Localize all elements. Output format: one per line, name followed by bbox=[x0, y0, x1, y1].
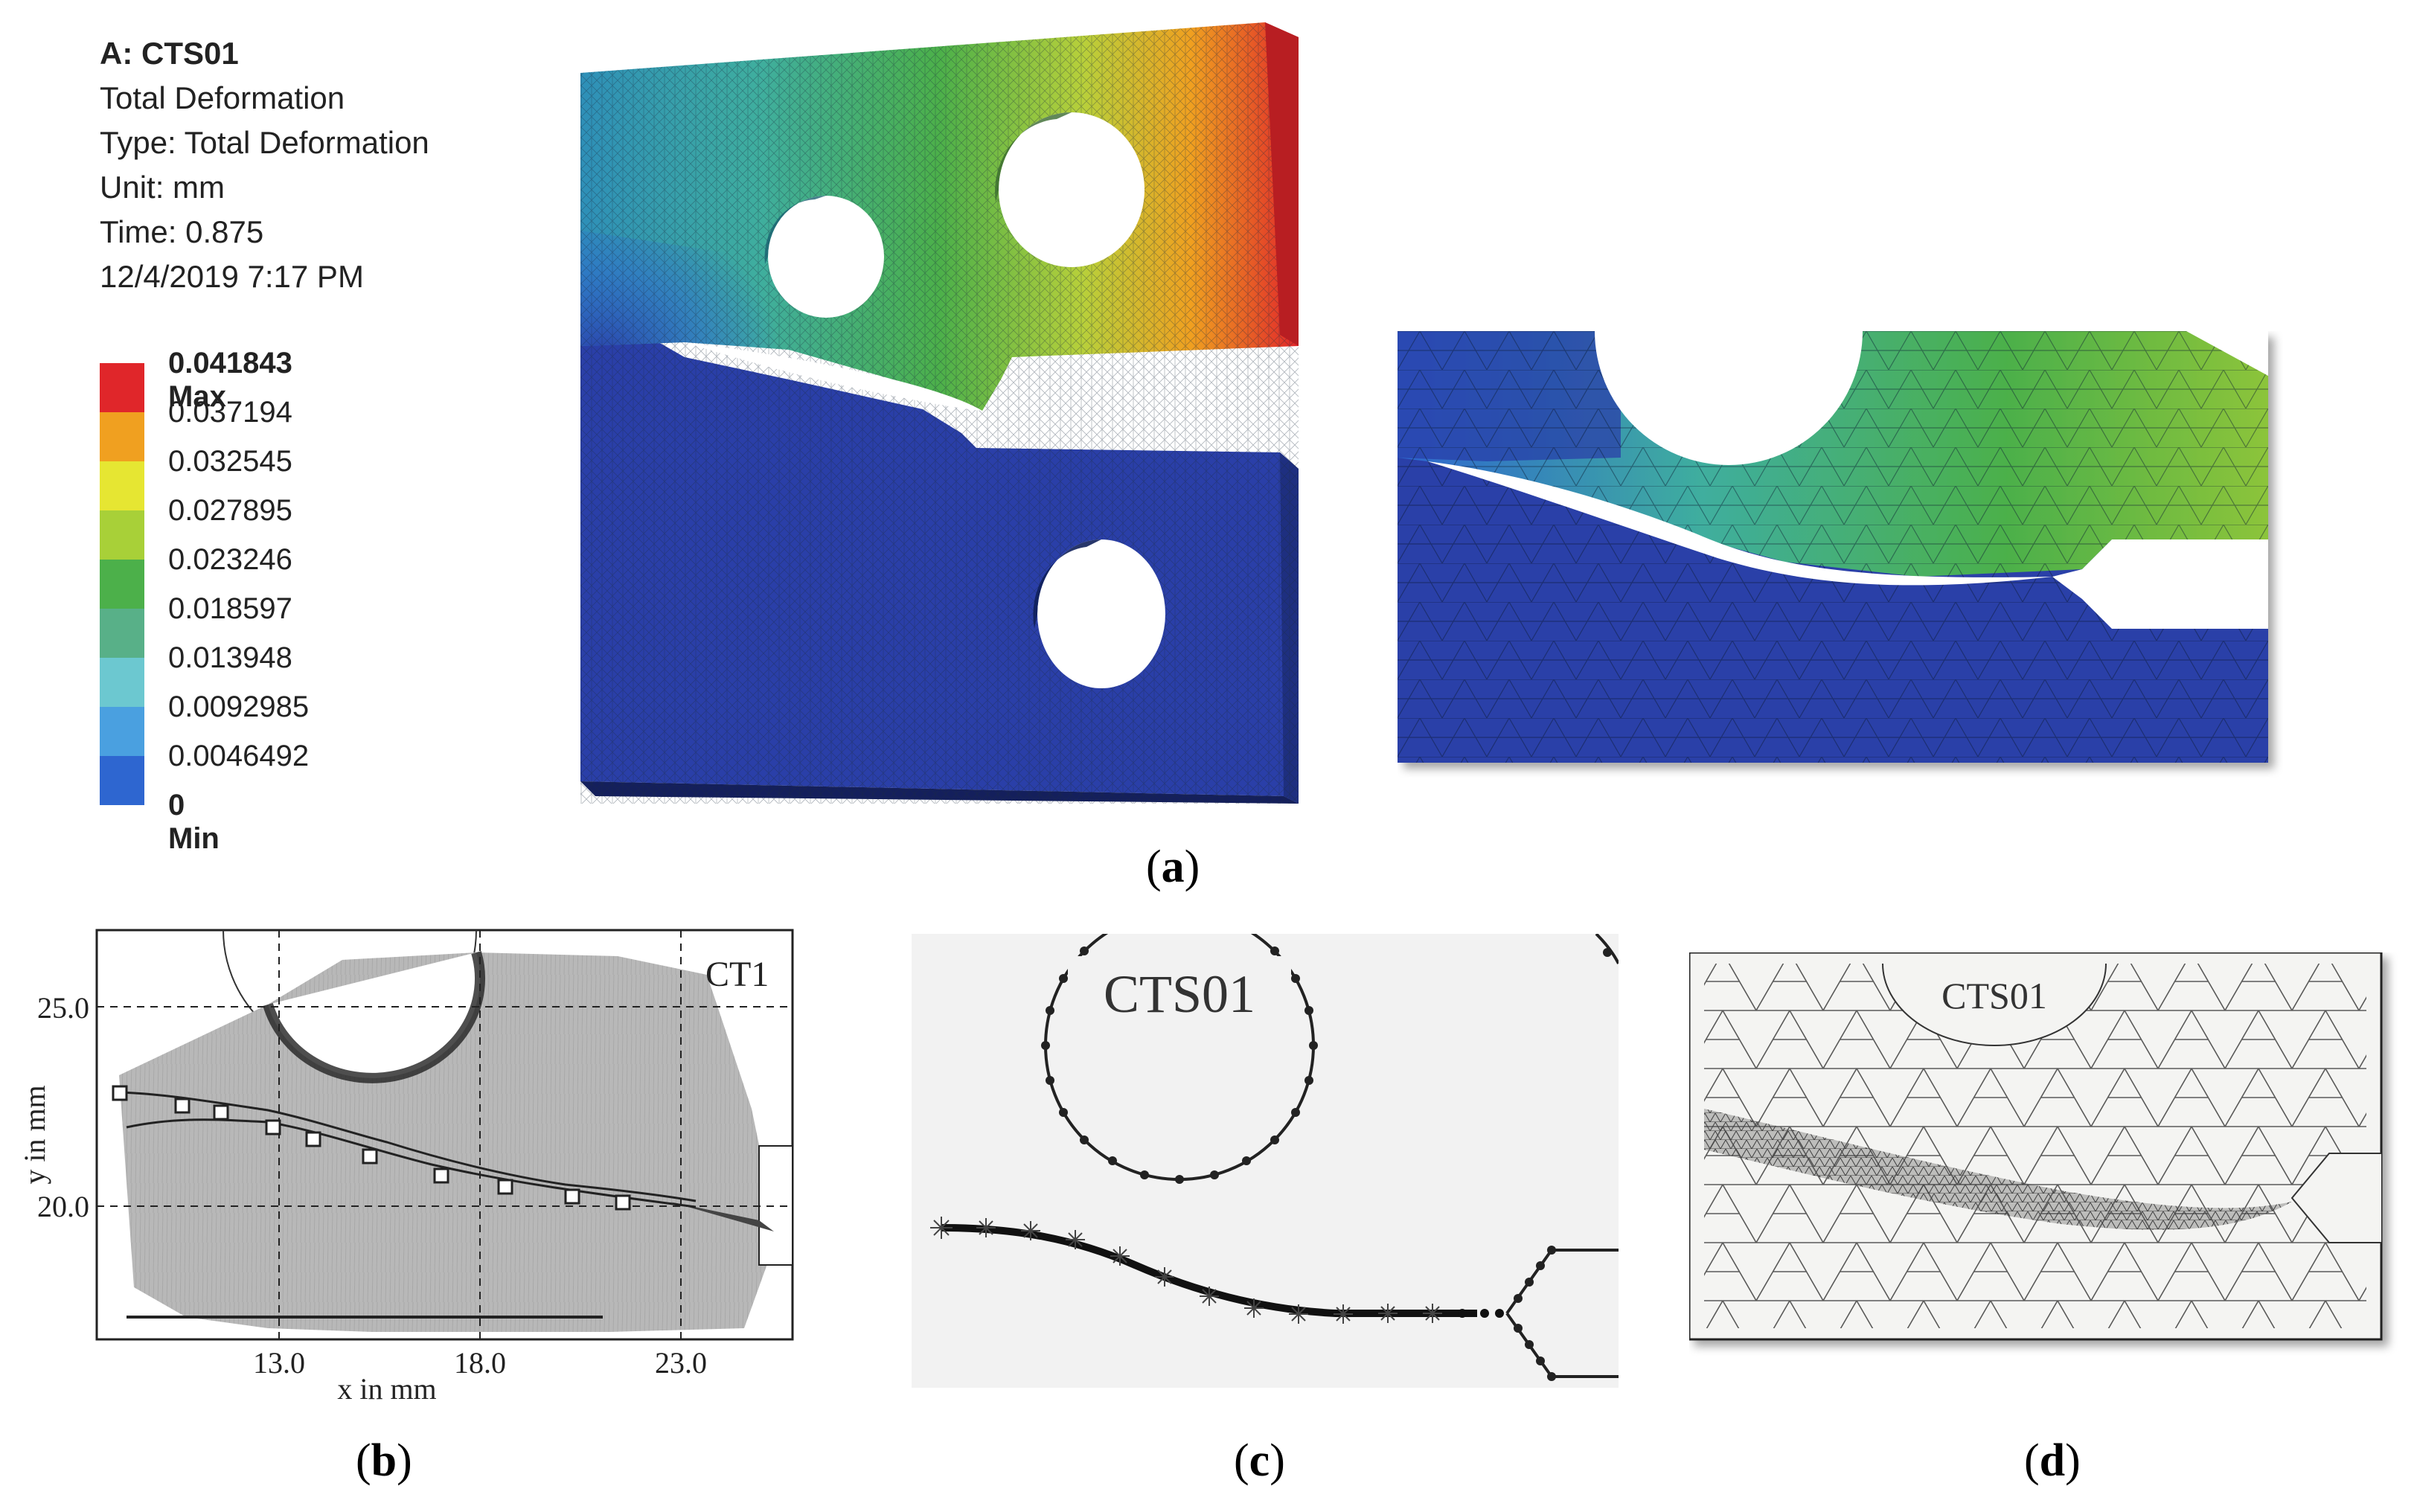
panel-d-mesh: CTS01 bbox=[1689, 952, 2383, 1341]
panel-c-boundary-elements: CTS01 bbox=[912, 934, 1619, 1388]
panel-b-experiment: CT1 25.0 20.0 13.0 18.0 23.0 x in mm y i… bbox=[18, 929, 794, 1406]
crack-zoom-2d bbox=[1398, 331, 2268, 763]
result-unit: Unit: mm bbox=[100, 170, 225, 205]
legend-label: 0.032545 bbox=[168, 445, 292, 478]
hole-cutout bbox=[1883, 964, 2106, 1045]
crack-path bbox=[941, 1224, 1477, 1317]
data-marker bbox=[564, 1188, 580, 1205]
legend-swatch bbox=[100, 609, 144, 658]
caption-a: (a) bbox=[1146, 842, 1200, 892]
caption-c: (c) bbox=[1234, 1435, 1285, 1486]
crack-path bbox=[1427, 461, 2052, 586]
result-name: Total Deformation bbox=[100, 80, 345, 115]
legend-swatch bbox=[100, 363, 144, 412]
deformed-specimen-3d bbox=[580, 22, 1299, 804]
refined-crack-band bbox=[1704, 1109, 2292, 1230]
data-marker bbox=[112, 1085, 128, 1101]
legend-swatches bbox=[100, 363, 144, 805]
result-date: 12/4/2019 7:17 PM bbox=[100, 259, 364, 294]
lower-hole bbox=[1037, 539, 1165, 688]
hole-cutout bbox=[1595, 331, 1863, 465]
caption-b: (b) bbox=[356, 1435, 412, 1486]
x-tick-13: 13.0 bbox=[253, 1346, 305, 1380]
data-marker bbox=[265, 1119, 281, 1135]
legend-label: 0.037194 bbox=[168, 396, 292, 429]
legend-swatch bbox=[100, 756, 144, 805]
result-type: Type: Total Deformation bbox=[100, 125, 429, 160]
data-marker bbox=[305, 1131, 321, 1147]
legend-label: 0.013948 bbox=[168, 641, 292, 674]
legend-label: 0.0046492 bbox=[168, 740, 310, 772]
legend-label: 0.041843 Max bbox=[168, 347, 292, 413]
notch-cutout bbox=[2052, 539, 2268, 629]
y-tick-20: 20.0 bbox=[37, 1190, 89, 1223]
caption-d: (d) bbox=[2024, 1435, 2081, 1486]
data-marker bbox=[213, 1104, 229, 1121]
legend-label: 0.027895 bbox=[168, 494, 292, 527]
crack-nodes bbox=[930, 1217, 1442, 1324]
legend-swatch bbox=[100, 707, 144, 756]
upper-left-hole bbox=[768, 196, 884, 318]
x-axis-label: x in mm bbox=[337, 1372, 436, 1406]
x-tick-18: 18.0 bbox=[454, 1346, 506, 1380]
upper-right-hole bbox=[999, 112, 1145, 267]
marker-group bbox=[112, 1085, 631, 1211]
legend-swatch bbox=[100, 560, 144, 609]
y-tick-25: 25.0 bbox=[37, 991, 89, 1025]
legend-swatch bbox=[100, 510, 144, 560]
simulated-crack-path bbox=[118, 1091, 697, 1202]
legend-swatch bbox=[100, 658, 144, 707]
data-marker bbox=[497, 1179, 513, 1195]
specimen-label: CT1 bbox=[705, 955, 769, 994]
legend-swatch bbox=[100, 412, 144, 461]
data-marker bbox=[174, 1098, 191, 1114]
specimen-label: CTS01 bbox=[1941, 975, 2047, 1016]
notch-cutout bbox=[2292, 1153, 2381, 1243]
system-name: A: CTS01 bbox=[100, 36, 239, 71]
specimen-label: CTS01 bbox=[1104, 964, 1255, 1024]
panel-a: A: CTS01 Total Deformation Type: Total D… bbox=[100, 22, 2268, 892]
legend-label: 0.023246 bbox=[168, 543, 292, 576]
result-time: Time: 0.875 bbox=[100, 214, 264, 249]
data-marker bbox=[362, 1148, 378, 1165]
y-axis-label: y in mm bbox=[18, 1085, 51, 1184]
data-marker bbox=[615, 1194, 631, 1211]
legend-label: 0.018597 bbox=[168, 592, 292, 625]
data-marker bbox=[433, 1167, 449, 1184]
hole-nodes bbox=[1041, 946, 1318, 1184]
legend-label: 0 Min bbox=[168, 789, 220, 855]
crack-opening bbox=[685, 342, 982, 411]
result-header: A: CTS01 Total Deformation Type: Total D… bbox=[100, 31, 429, 299]
x-tick-23: 23.0 bbox=[655, 1346, 707, 1380]
legend-swatch bbox=[100, 461, 144, 510]
legend-label: 0.0092985 bbox=[168, 691, 310, 723]
